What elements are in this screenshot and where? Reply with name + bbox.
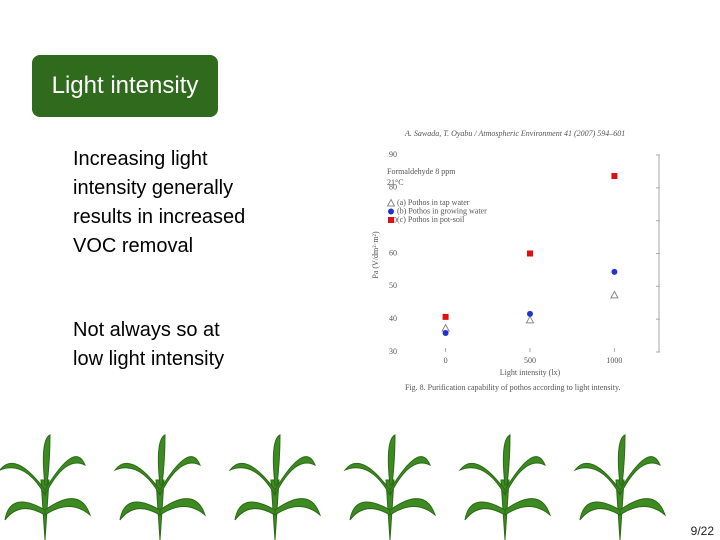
- citation: A. Sawada, T. Oyabu / Atmospheric Enviro…: [404, 129, 625, 138]
- y-tick-label: 90: [389, 150, 397, 159]
- x-tick-label: 500: [524, 356, 536, 365]
- bullet: Increasing light intensity generally resul…: [73, 145, 245, 261]
- legend-label: (b) Pothos in growing water: [397, 206, 487, 215]
- marker: [610, 290, 619, 299]
- marker: [611, 173, 618, 180]
- marker: [611, 268, 618, 275]
- x-tick-label: 0: [444, 356, 448, 365]
- y-tick-label: 80: [389, 183, 397, 192]
- legend-marker: [388, 217, 394, 223]
- bullet-line: results in increased: [73, 206, 246, 228]
- y-tick-label: 30: [389, 347, 397, 356]
- y-axis-label: Pa (V/dm²·m²): [371, 231, 380, 279]
- y-tick-label: 60: [389, 248, 397, 257]
- x-axis-label: Light intensity (lx): [500, 368, 561, 377]
- caption: Fig. 8. Purification capability of potho…: [405, 383, 620, 392]
- bullet-line: VOC removal: [73, 235, 194, 257]
- legend-label: (a) Pothos in tap water: [397, 198, 470, 207]
- bullet-line: low light intensity: [73, 348, 225, 370]
- x-tick-label: 1000: [606, 356, 622, 365]
- marker: [442, 329, 449, 336]
- y-tick-label: 50: [389, 281, 397, 290]
- marker: [525, 315, 535, 324]
- y-tick-label: 40: [389, 314, 397, 323]
- marker: [527, 250, 533, 257]
- legend-label: (c) Pothos in pot-soil: [397, 215, 465, 224]
- marker: [527, 310, 533, 317]
- bullet-line: intensity generally: [73, 177, 234, 199]
- plants: [0, 434, 667, 540]
- annotation: Formaldehyde 8 ppm: [387, 167, 456, 176]
- bullet-line: Increasing light: [73, 148, 208, 170]
- slide-title: Light intensity: [32, 55, 218, 117]
- bullet-line: Not always so at: [73, 319, 220, 341]
- bullet: Not always so at low light intensity: [73, 316, 224, 374]
- marker: [442, 313, 449, 320]
- legend-marker: [388, 208, 394, 215]
- page-number: 9/22: [690, 524, 714, 538]
- legend-marker: [386, 198, 396, 207]
- annotation: 21°C: [387, 178, 404, 187]
